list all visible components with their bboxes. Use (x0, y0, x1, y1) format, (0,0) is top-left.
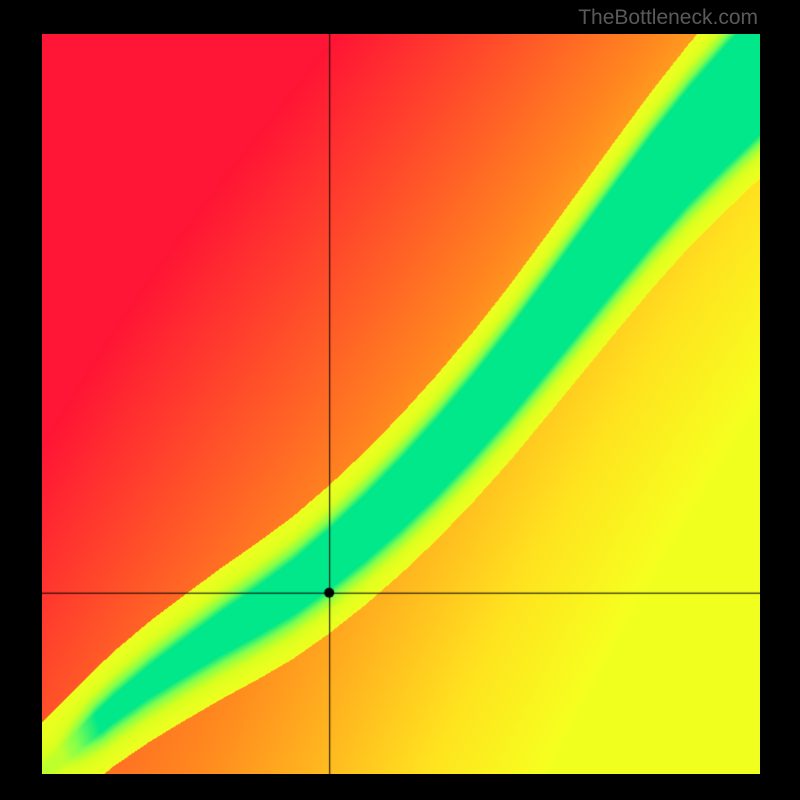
heatmap-canvas (42, 34, 760, 774)
plot-area (42, 34, 760, 774)
chart-outer: TheBottleneck.com (0, 0, 800, 800)
watermark-text: TheBottleneck.com (578, 6, 758, 30)
